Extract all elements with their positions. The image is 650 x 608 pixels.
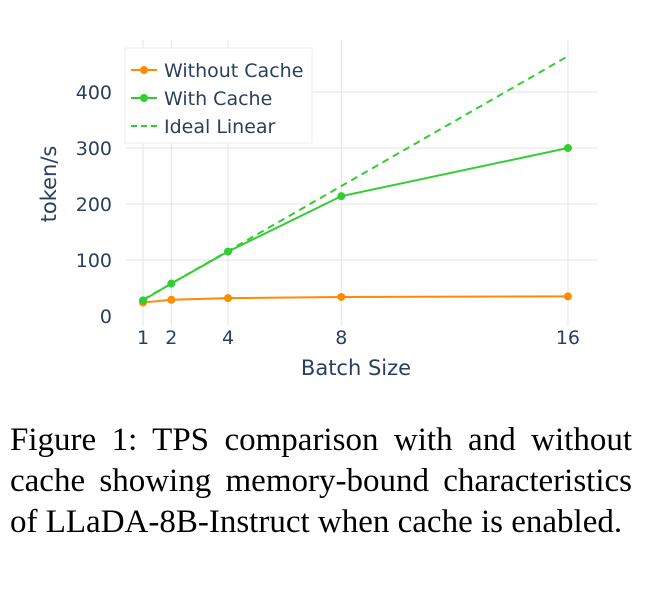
data-point xyxy=(167,279,176,288)
y-tick-label: 200 xyxy=(76,194,112,216)
x-tick-label: 16 xyxy=(556,327,580,349)
data-point xyxy=(139,296,147,305)
x-axis-label: Batch Size xyxy=(301,356,411,380)
figure-caption: Figure 1: TPS comparison with and withou… xyxy=(10,422,632,540)
data-point xyxy=(167,295,176,304)
y-tick-label: 0 xyxy=(100,306,112,328)
data-point xyxy=(563,144,572,152)
x-tick-label: 4 xyxy=(222,327,234,349)
legend-label: Without Cache xyxy=(164,60,303,82)
series-line-0 xyxy=(142,295,568,304)
legend-label: With Cache xyxy=(164,88,272,110)
x-tick-label: 1 xyxy=(137,327,149,349)
x-tick-label: 2 xyxy=(165,327,177,349)
legend-box xyxy=(124,47,313,144)
legend-marker xyxy=(140,94,148,102)
chart: 0 100 200 300 400 1 2 4 8 16 Batch Size token/s W… xyxy=(37,40,598,380)
data-point xyxy=(223,247,232,256)
data-point xyxy=(337,292,346,301)
legend: Without Cache With Cache Ideal Linear xyxy=(124,47,313,144)
data-point xyxy=(223,294,232,303)
series xyxy=(139,55,572,307)
legend-label: Ideal Linear xyxy=(164,116,276,138)
data-point xyxy=(337,192,346,201)
y-tick-label: 400 xyxy=(76,82,112,104)
y-axis-label: token/s xyxy=(37,146,61,223)
legend-marker xyxy=(140,66,148,74)
x-tick-label: 8 xyxy=(335,327,347,349)
y-tick-label: 300 xyxy=(76,138,112,160)
y-tick-label: 100 xyxy=(76,250,112,272)
data-point xyxy=(563,292,572,301)
tick-labels: 0 100 200 300 400 1 2 4 8 16 xyxy=(76,82,580,349)
series-line-1 xyxy=(142,147,569,302)
